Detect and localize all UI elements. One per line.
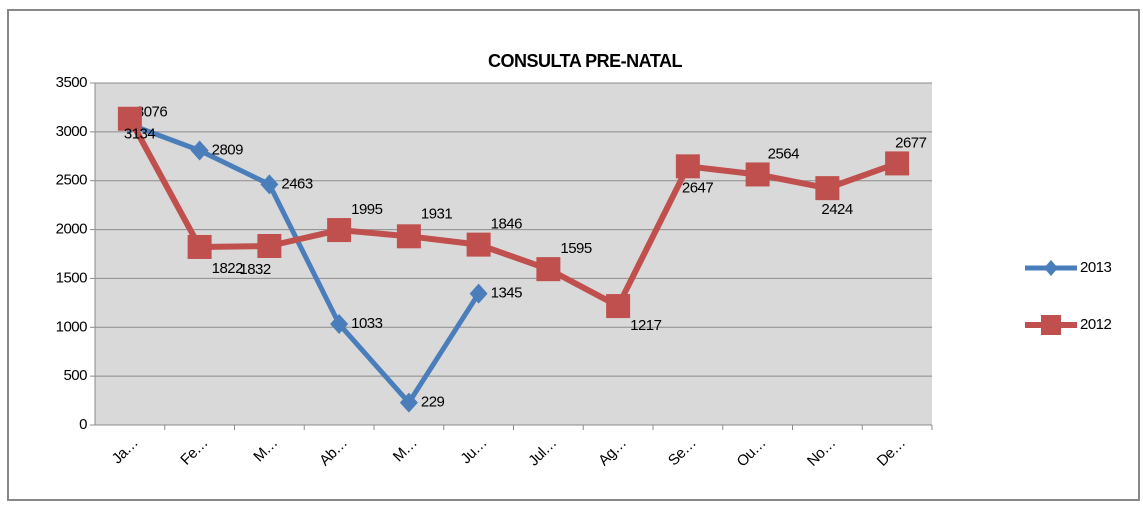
marker (187, 234, 212, 259)
data-label: 1832 (239, 261, 271, 278)
marker (327, 218, 352, 243)
y-tick-label: 3500 (56, 74, 88, 91)
marker (469, 283, 488, 304)
data-label: 1846 (491, 216, 523, 233)
data-label: 2647 (682, 179, 714, 196)
marker (885, 151, 910, 176)
marker (606, 294, 631, 319)
legend-marker (1041, 315, 1061, 335)
legend-label: 2013 (1080, 259, 1112, 276)
marker (257, 233, 282, 258)
marker (117, 106, 142, 131)
data-label: 1931 (421, 205, 453, 222)
legend-marker (1044, 260, 1058, 276)
data-label: 2564 (768, 145, 800, 162)
marker (466, 232, 491, 257)
data-label: 2424 (821, 201, 853, 218)
data-label: 1995 (351, 201, 383, 218)
y-tick-label: 500 (63, 367, 87, 384)
marker (675, 154, 700, 179)
data-label: 3076 (136, 103, 168, 120)
y-tick-label: 0 (79, 416, 87, 433)
data-label: 1345 (491, 285, 523, 302)
marker (260, 174, 279, 195)
y-tick-label: 2000 (56, 221, 88, 238)
data-label: 229 (421, 394, 445, 411)
chart-title: CONSULTA PRE-NATAL (488, 51, 682, 71)
y-tick-label: 3000 (56, 123, 88, 140)
marker (330, 314, 349, 335)
marker (396, 224, 421, 249)
data-label: 1033 (351, 315, 383, 332)
legend-label: 2012 (1080, 316, 1112, 333)
marker (190, 140, 209, 161)
series-line (128, 122, 481, 406)
data-label: 1595 (560, 240, 592, 257)
data-label: 2463 (281, 175, 313, 192)
data-label: 2809 (212, 141, 244, 158)
data-label: 2677 (895, 134, 927, 151)
y-tick-label: 1500 (56, 269, 88, 286)
data-label: 3134 (124, 126, 156, 143)
y-tick-label: 2500 (56, 172, 88, 189)
data-label: 1822 (212, 260, 244, 277)
marker (399, 392, 418, 413)
y-tick-label: 1000 (56, 318, 88, 335)
marker (536, 257, 561, 282)
marker (815, 176, 840, 201)
data-label: 1217 (630, 317, 662, 334)
marker (745, 162, 770, 187)
